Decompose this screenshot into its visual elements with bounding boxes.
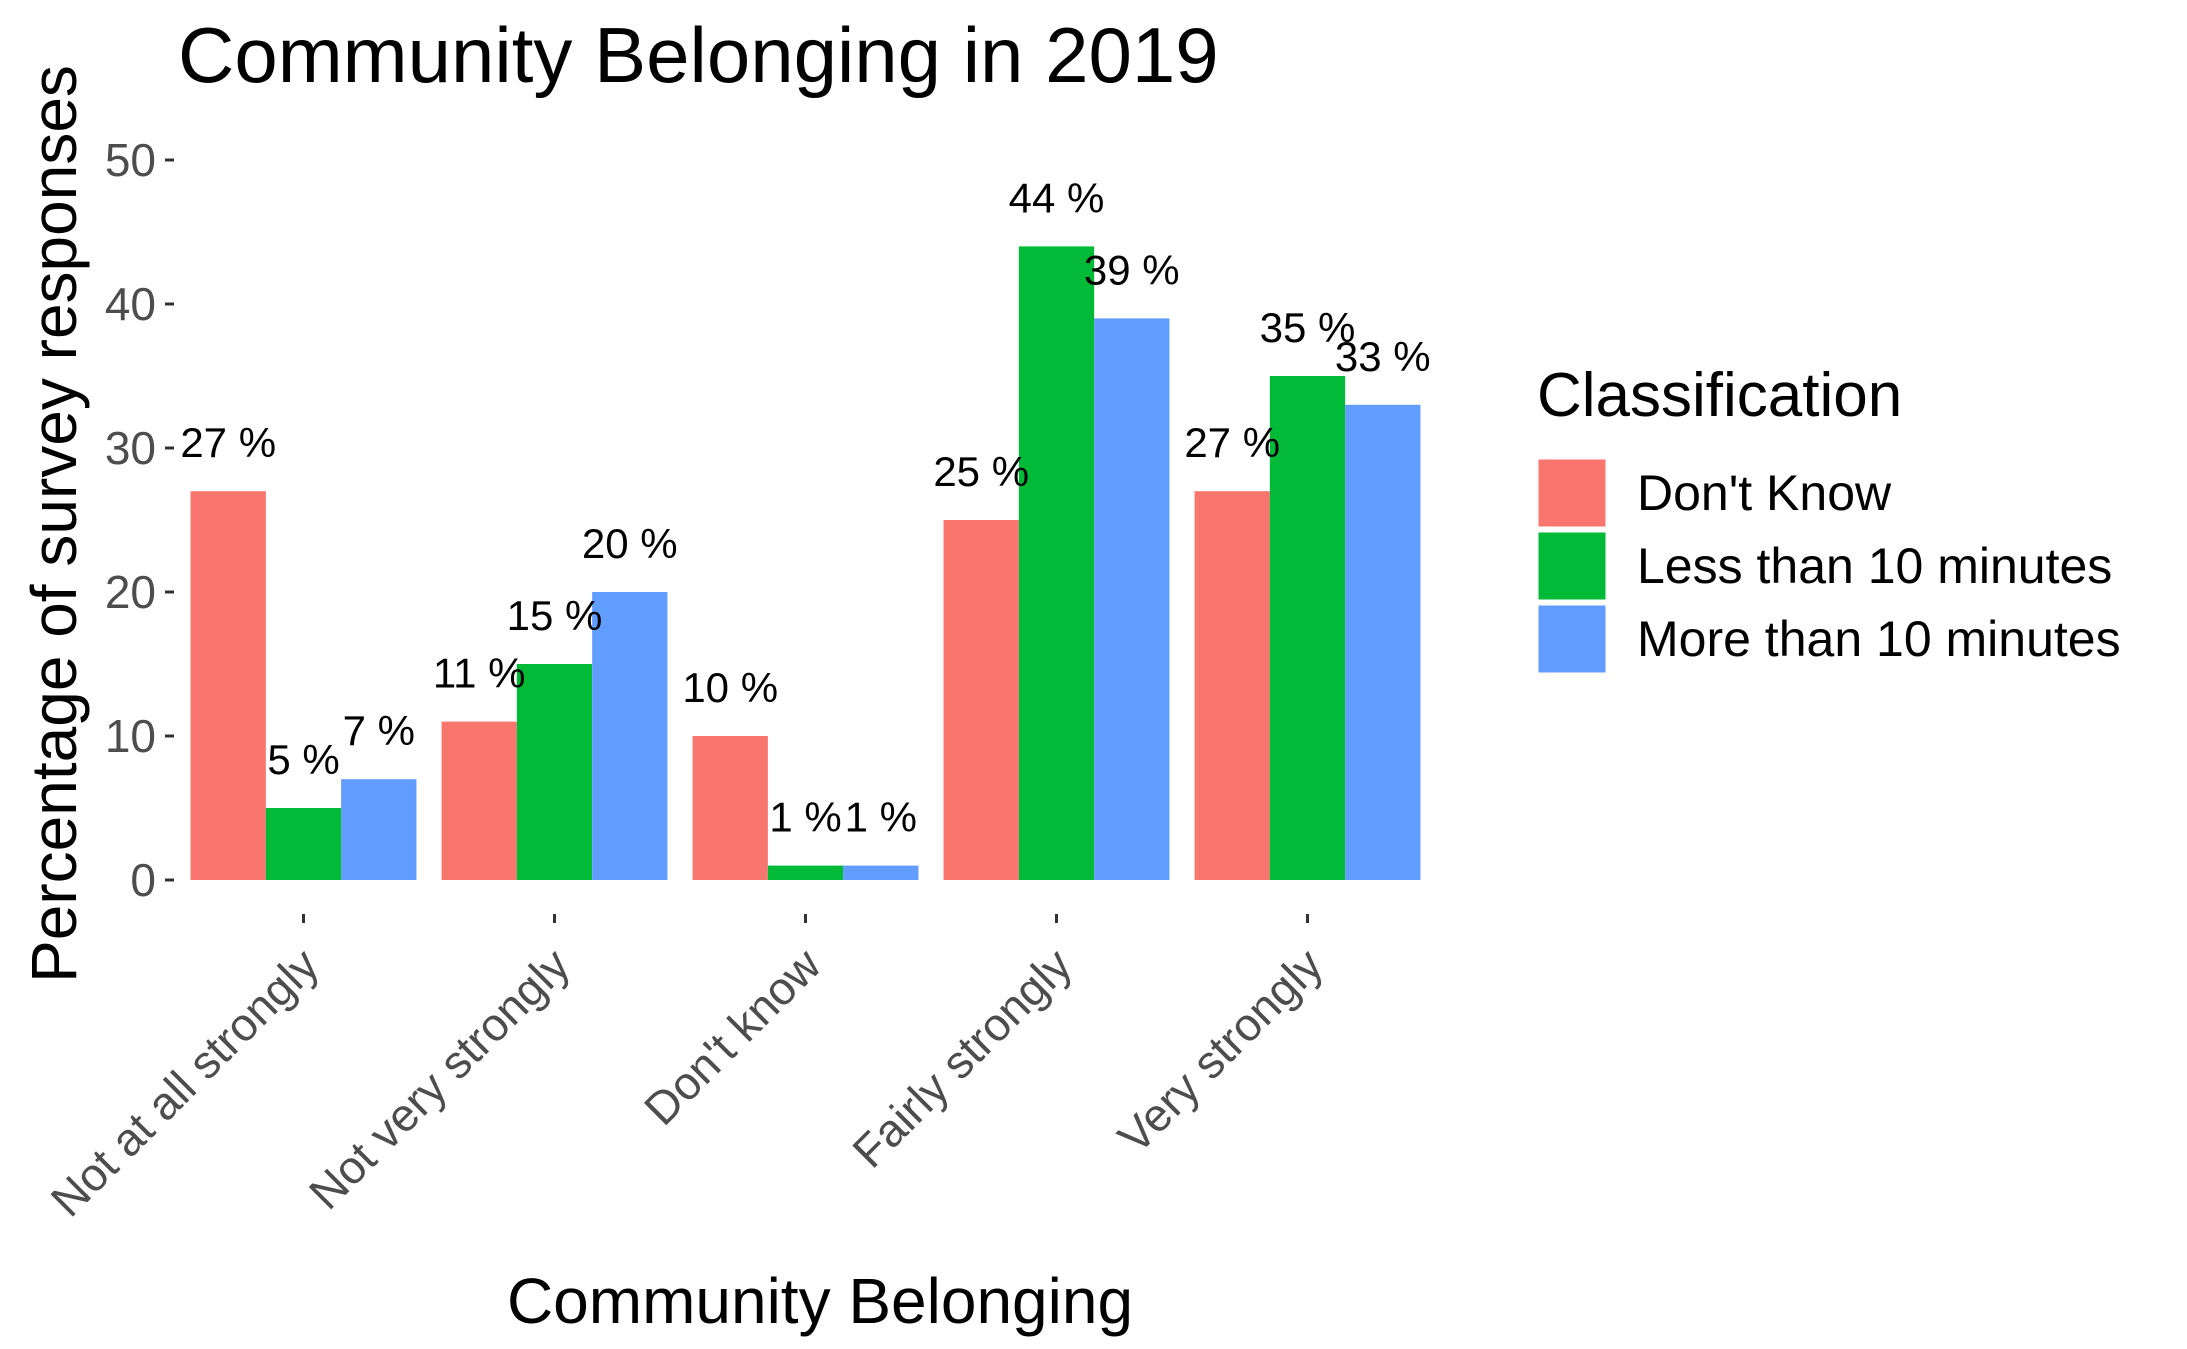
- bar-value-label: 20 %: [582, 520, 678, 567]
- bar: [341, 779, 417, 880]
- legend-label: Less than 10 minutes: [1637, 538, 2112, 594]
- bars: [190, 246, 1421, 880]
- y-tick-label: 0: [130, 854, 156, 906]
- bar-value-label: 27 %: [180, 419, 276, 466]
- bar: [767, 865, 844, 880]
- x-tick-label: Very strongly: [1108, 938, 1333, 1163]
- bar: [441, 721, 517, 880]
- bar: [1194, 491, 1270, 880]
- bar-value-label: 33 %: [1335, 333, 1431, 380]
- bar: [265, 808, 342, 880]
- bar-value-label: 11 %: [433, 650, 526, 697]
- x-tick-label: Fairly strongly: [842, 938, 1081, 1177]
- bar-value-label: 15 %: [507, 592, 603, 639]
- bar-value-label: 25 %: [933, 448, 1029, 495]
- y-tick-label: 10: [105, 710, 156, 762]
- y-tick-label: 20: [105, 566, 156, 618]
- bar-value-label: 10 %: [682, 664, 778, 711]
- bar: [1094, 318, 1170, 880]
- bar: [692, 736, 768, 880]
- bar-value-label: 1 %: [845, 794, 917, 841]
- legend-title: Classification: [1537, 361, 1902, 430]
- chart-title: Community Belonging in 2019: [178, 11, 1219, 99]
- bar: [516, 664, 593, 880]
- legend-key: [1535, 602, 1609, 676]
- legend-key: [1535, 529, 1609, 603]
- y-tick-label: 40: [105, 278, 156, 330]
- legend-key: [1535, 456, 1609, 530]
- bar: [1018, 246, 1095, 880]
- bar-value-label: 7 %: [343, 707, 415, 754]
- bar: [190, 491, 266, 880]
- bar-value-label: 35 %: [1260, 304, 1356, 351]
- bar: [1345, 404, 1421, 880]
- bar-value-label: 5 %: [267, 736, 339, 783]
- bar-value-label: 44 %: [1009, 174, 1105, 221]
- y-axis: 0 10 20 30 40 50: [105, 134, 174, 906]
- bar: [1269, 376, 1346, 880]
- bar: [843, 865, 919, 880]
- legend-items: Don't Know Less than 10 minutes More than …: [1535, 456, 2121, 676]
- bar-labels: 27 % 5 %7 % 11 % 15 % 20 % 10 % 1 % 1 % 25 % 44 %…: [180, 174, 1430, 840]
- y-tick-label: 30: [105, 422, 156, 474]
- y-axis-title: Percentage of survey responses: [18, 65, 90, 983]
- legend-label: More than 10 minutes: [1637, 611, 2121, 667]
- x-tick-label: Not very strongly: [299, 938, 580, 1219]
- x-tick-label: Don't know: [634, 938, 831, 1135]
- legend: Classification Don't Know Less than 10 mi…: [1535, 361, 2121, 676]
- bar: [592, 592, 668, 880]
- x-axis-title: Community Belonging: [507, 1265, 1133, 1337]
- y-tick-label: 50: [105, 134, 156, 186]
- bar-value-label: 27 %: [1184, 419, 1280, 466]
- bar-value-label: 39 %: [1084, 246, 1180, 293]
- bar: [943, 520, 1019, 880]
- bar-value-label: 1 %: [769, 794, 841, 841]
- legend-label: Don't Know: [1637, 465, 1892, 521]
